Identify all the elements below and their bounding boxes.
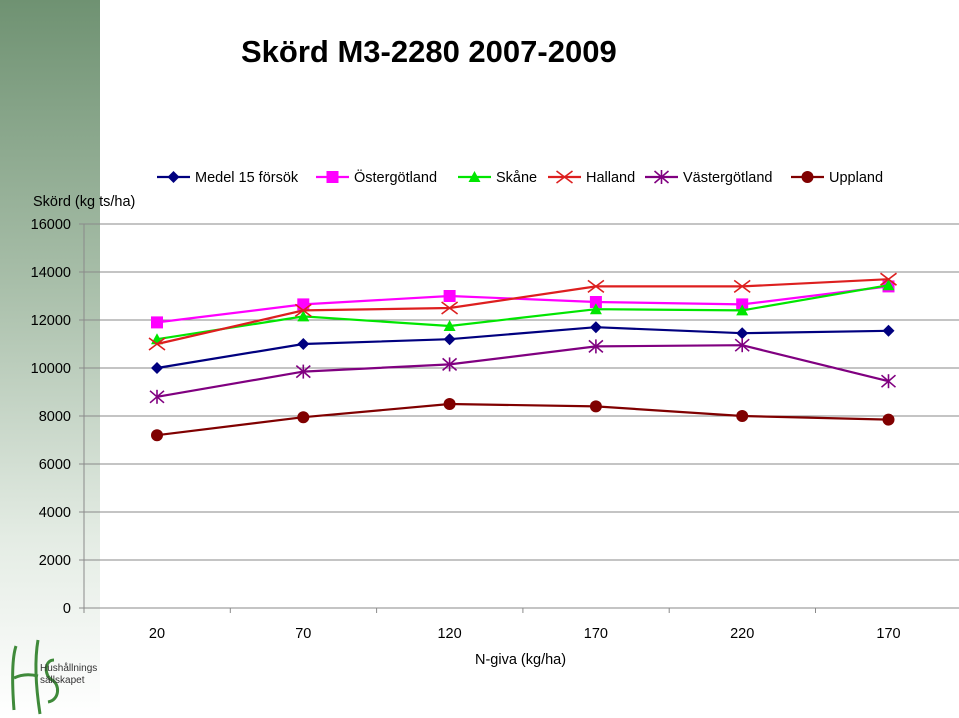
data-point: [443, 398, 456, 410]
hushallningssallskapet-logo: Hushållnings sällskapet: [11, 639, 97, 715]
legend-marker: [167, 171, 180, 183]
legend-marker: [801, 171, 814, 183]
data-point: [297, 310, 310, 322]
legend-label: Västergötland: [683, 170, 772, 186]
slide-title: Skörd M3-2280 2007-2009: [241, 34, 617, 69]
data-point: [151, 362, 163, 374]
data-point: [148, 337, 166, 351]
data-point: [589, 296, 602, 308]
legend-label: Halland: [586, 170, 635, 186]
data-point: [151, 316, 163, 329]
data-point: [882, 324, 895, 337]
series-line-4: [156, 344, 889, 398]
y-tick-label: 8000: [39, 409, 71, 425]
data-point: [441, 301, 459, 315]
data-point: [589, 400, 602, 413]
data-point: [589, 303, 602, 315]
data-point: [736, 410, 749, 422]
data-point: [733, 279, 751, 294]
y-tick-label: 16000: [31, 217, 71, 233]
data-point: [882, 413, 895, 426]
x-tick-label: 120: [437, 626, 461, 642]
data-point: [880, 374, 897, 389]
series-line-2: [156, 284, 889, 341]
y-tick-label: 4000: [39, 505, 71, 521]
series-line-3: [156, 278, 889, 346]
legend-marker: [326, 171, 339, 183]
y-tick-label: 12000: [31, 313, 71, 329]
data-point: [880, 272, 897, 286]
data-point: [151, 429, 163, 442]
legend-marker: [468, 171, 481, 182]
x-tick-label: 70: [295, 626, 311, 642]
y-tick-label: 14000: [31, 265, 71, 281]
decorative-side-band: [0, 0, 100, 718]
logo-text-line1: Hushållnings: [40, 662, 97, 674]
y-tick-label: 2000: [39, 553, 71, 569]
legend-marker: [653, 170, 670, 184]
data-point: [297, 298, 310, 311]
x-tick-label: 220: [730, 626, 754, 642]
series-line-5: [156, 402, 889, 437]
data-point: [443, 320, 456, 331]
x-tick-label: 20: [149, 626, 165, 642]
data-point: [736, 304, 749, 316]
data-point: [443, 290, 456, 302]
x-axis-title: N-giva (kg/ha): [475, 652, 567, 668]
y-tick-label: 10000: [31, 361, 71, 377]
x-tick-label: 170: [876, 626, 900, 642]
legend-label: Östergötland: [354, 168, 437, 186]
data-point: [297, 338, 310, 350]
y-tick-label: 6000: [39, 457, 71, 473]
data-point: [149, 389, 165, 404]
data-point: [294, 303, 312, 318]
legend-marker: [556, 170, 573, 184]
y-tick-label: 0: [63, 601, 71, 617]
legend-label: Uppland: [829, 170, 883, 186]
data-point: [882, 279, 895, 291]
data-point: [589, 321, 602, 334]
series-line-1: [156, 285, 889, 324]
data-point: [587, 279, 605, 294]
data-point: [734, 338, 750, 353]
legend-label: Medel 15 försök: [195, 170, 299, 186]
data-point: [295, 364, 311, 379]
logo-text-line2: sällskapet: [40, 675, 85, 686]
data-point: [443, 333, 456, 346]
data-point: [736, 327, 749, 340]
legend-label: Skåne: [496, 170, 537, 186]
series-line-0: [156, 326, 889, 370]
data-point: [442, 357, 458, 372]
data-point: [588, 339, 604, 354]
y-axis-title: Skörd (kg ts/ha): [33, 194, 136, 210]
x-tick-label: 170: [584, 626, 608, 642]
data-point: [297, 411, 310, 424]
